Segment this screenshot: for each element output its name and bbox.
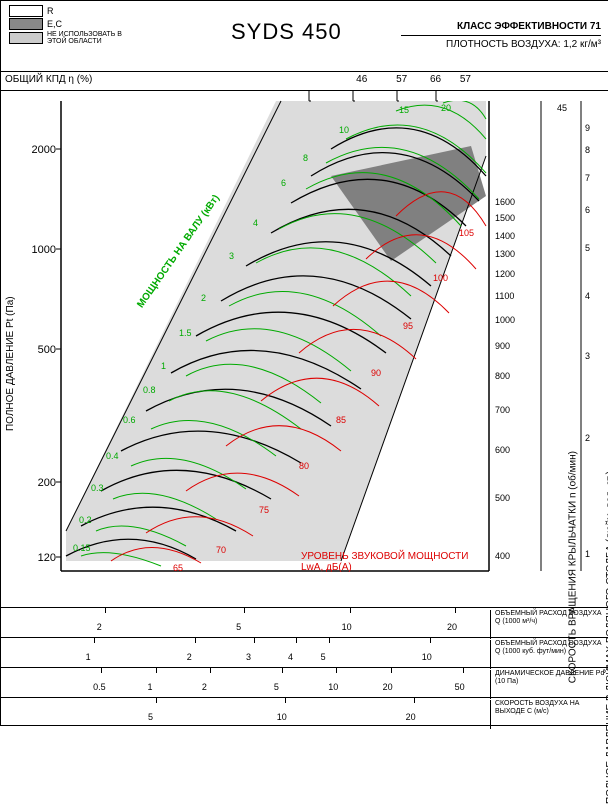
svg-text:600: 600: [495, 445, 510, 455]
legend-label: НЕ ИСПОЛЬЗОВАТЬ В ЭТОЙ ОБЛАСТИ: [47, 31, 137, 45]
scale-label-2: ДИНАМИЧЕСКОЕ ДАВЛЕНИЕ Pd (10 Па): [490, 670, 605, 699]
svg-text:1.5: 1.5: [179, 328, 192, 338]
svg-text:1000: 1000: [32, 244, 56, 256]
y-left-label: ПОЛНОЕ ДАВЛЕНИЕ Pt (Па): [5, 296, 16, 431]
swatch-r: [9, 5, 43, 17]
svg-text:20: 20: [441, 103, 451, 113]
air-density: ПЛОТНОСТЬ ВОЗДУХА: 1,2 кг/м³: [401, 39, 601, 50]
svg-text:500: 500: [495, 493, 510, 503]
svg-text:0.2: 0.2: [79, 515, 92, 525]
svg-text:3: 3: [229, 251, 234, 261]
scale-label-0: ОБЪЕМНЫЙ РАСХОД ВОЗДУХА Q (1000 м³/ч): [490, 610, 605, 639]
scale-ticks-2: 0.5125102050: [61, 668, 489, 697]
svg-text:6: 6: [281, 178, 286, 188]
svg-text:95: 95: [403, 321, 413, 331]
svg-text:8: 8: [303, 153, 308, 163]
legend-label: E,C: [47, 19, 62, 29]
svg-text:0.3: 0.3: [91, 483, 104, 493]
efficiency-class: КЛАСС ЭФФЕКТИВНОСТИ 71: [401, 21, 601, 32]
scale-row-1: 1234510 ОБЪЕМНЫЙ РАСХОД ВОЗДУХА Q (1000 …: [1, 638, 608, 668]
svg-text:80: 80: [299, 461, 309, 471]
efficiency-label: ОБЩИЙ КПД η (%): [5, 74, 92, 85]
fan-chart-container: R E,C НЕ ИСПОЛЬЗОВАТЬ В ЭТОЙ ОБЛАСТИ SYD…: [0, 0, 608, 726]
svg-text:8: 8: [585, 145, 590, 155]
svg-text:15: 15: [399, 105, 409, 115]
swatch-ec: [9, 18, 43, 30]
legend: R E,C НЕ ИСПОЛЬЗОВАТЬ В ЭТОЙ ОБЛАСТИ: [9, 5, 137, 46]
efficiency-values: 46 57 66 57: [348, 74, 479, 85]
svg-text:2000: 2000: [32, 144, 56, 156]
svg-text:700: 700: [495, 405, 510, 415]
y-right1-ticks: 400 500 600 700 800 900 1000 1100 1200 1…: [495, 197, 515, 561]
svg-text:75: 75: [259, 505, 269, 515]
svg-text:7: 7: [585, 173, 590, 183]
svg-text:45: 45: [557, 103, 567, 113]
bottom-scales: 251020 ОБЪЕМНЫЙ РАСХОД ВОЗДУХА Q (1000 м…: [1, 607, 608, 727]
legend-r: R: [9, 5, 137, 17]
y-left-ticks: 120 200 500 1000 2000: [32, 144, 61, 564]
svg-text:0.4: 0.4: [106, 451, 119, 461]
svg-text:3: 3: [585, 351, 590, 361]
svg-text:0.6: 0.6: [123, 415, 136, 425]
svg-text:85: 85: [336, 415, 346, 425]
svg-text:800: 800: [495, 371, 510, 381]
svg-text:400: 400: [495, 551, 510, 561]
svg-text:2: 2: [201, 293, 206, 303]
scale-row-0: 251020 ОБЪЕМНЫЙ РАСХОД ВОЗДУХА Q (1000 м…: [1, 608, 608, 638]
chart-svg: 120 200 500 1000 2000 400 500 600 700 80…: [1, 91, 608, 607]
scale-label-1: ОБЪЕМНЫЙ РАСХОД ВОЗДУХА Q (1000 куб. фут…: [490, 640, 605, 669]
chart-plot-area: ventel 120 200 500 1000 2000: [1, 91, 608, 607]
sound-axis-label: УРОВЕНЬ ЗВУКОВОЙ МОЩНОСТИ LwA, дБ(A): [301, 551, 481, 573]
svg-text:4: 4: [253, 218, 258, 228]
svg-text:120: 120: [38, 552, 56, 564]
svg-text:1600: 1600: [495, 197, 515, 207]
legend-label: R: [47, 6, 54, 16]
svg-text:1000: 1000: [495, 315, 515, 325]
svg-text:65: 65: [173, 563, 183, 573]
svg-text:0.15: 0.15: [73, 543, 91, 553]
svg-text:200: 200: [38, 477, 56, 489]
svg-text:2: 2: [585, 433, 590, 443]
svg-text:5: 5: [585, 243, 590, 253]
svg-text:105: 105: [459, 228, 474, 238]
efficiency-row: ОБЩИЙ КПД η (%) 46 57 66 57: [1, 72, 608, 91]
swatch-nouse: [9, 32, 43, 44]
svg-text:0.8: 0.8: [143, 385, 156, 395]
svg-text:1: 1: [585, 549, 590, 559]
svg-text:6: 6: [585, 205, 590, 215]
svg-text:900: 900: [495, 341, 510, 351]
header: R E,C НЕ ИСПОЛЬЗОВАТЬ В ЭТОЙ ОБЛАСТИ SYD…: [1, 1, 608, 72]
svg-text:10: 10: [339, 125, 349, 135]
svg-text:4: 4: [585, 291, 590, 301]
svg-text:1200: 1200: [495, 269, 515, 279]
legend-ec: E,C: [9, 18, 137, 30]
svg-text:9: 9: [585, 123, 590, 133]
scale-row-3: 51020 СКОРОСТЬ ВОЗДУХА НА ВЫХОДЕ С (м/с): [1, 698, 608, 727]
header-info: КЛАСС ЭФФЕКТИВНОСТИ 71 ПЛОТНОСТЬ ВОЗДУХА…: [401, 21, 601, 52]
svg-text:1400: 1400: [495, 231, 515, 241]
scale-ticks-3: 51020: [61, 698, 489, 727]
legend-nouse: НЕ ИСПОЛЬЗОВАТЬ В ЭТОЙ ОБЛАСТИ: [9, 31, 137, 45]
svg-text:1300: 1300: [495, 249, 515, 259]
scale-label-3: СКОРОСТЬ ВОЗДУХА НА ВЫХОДЕ С (м/с): [490, 700, 605, 729]
scale-row-2: 0.5125102050 ДИНАМИЧЕСКОЕ ДАВЛЕНИЕ Pd (1…: [1, 668, 608, 698]
svg-text:1100: 1100: [495, 291, 514, 301]
svg-text:70: 70: [216, 545, 226, 555]
scale-ticks-1: 1234510: [61, 638, 489, 667]
scale-ticks-0: 251020: [61, 608, 489, 637]
chart-title: SYDS 450: [231, 19, 342, 45]
svg-text:90: 90: [371, 368, 381, 378]
svg-text:1500: 1500: [495, 213, 515, 223]
svg-text:500: 500: [38, 344, 56, 356]
svg-text:1: 1: [161, 361, 166, 371]
svg-text:100: 100: [433, 273, 448, 283]
